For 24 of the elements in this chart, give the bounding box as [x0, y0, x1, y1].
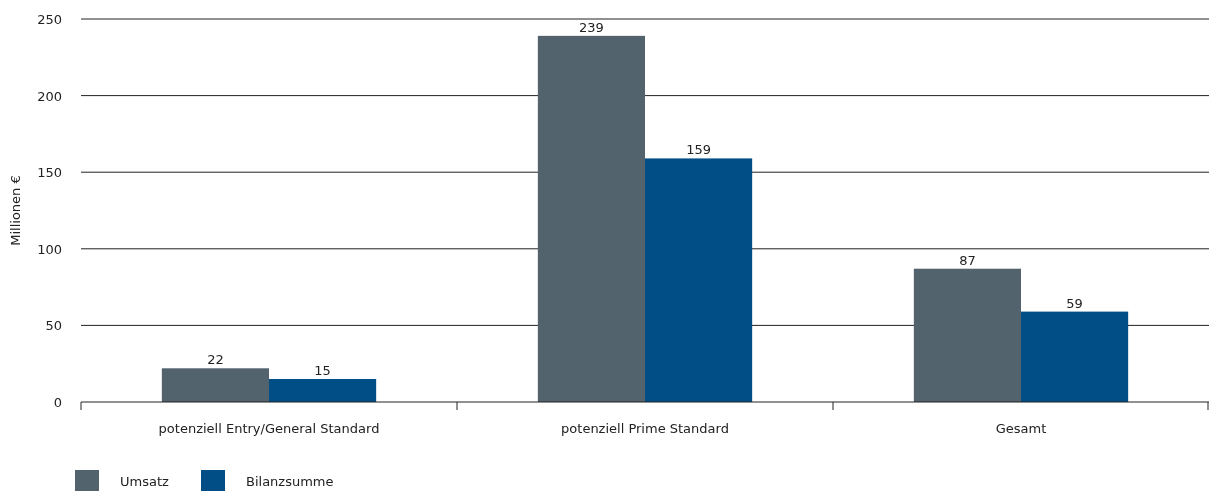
data-label: 159: [686, 142, 711, 158]
legend-label: Bilanzsumme: [246, 474, 334, 489]
bar: [161, 368, 269, 402]
x-tick-label: potenziell Entry/General Standard: [158, 421, 380, 436]
bar: [645, 158, 753, 402]
y-tick-label: 50: [45, 318, 62, 334]
x-tick-label: potenziell Prime Standard: [561, 421, 729, 436]
data-label: 239: [579, 19, 604, 35]
y-tick-label: 0: [53, 395, 62, 410]
bar: [1021, 311, 1129, 402]
bar: [269, 379, 377, 402]
y-tick-label: 200: [37, 88, 62, 104]
data-label: 59: [1066, 295, 1083, 311]
legend-label: Umsatz: [120, 474, 170, 489]
y-tick-label: 100: [37, 241, 62, 257]
bar: [913, 268, 1021, 402]
x-tick-label: Gesamt: [995, 421, 1047, 436]
y-tick-label: 250: [37, 12, 62, 27]
data-label: 87: [959, 252, 976, 268]
bar: [537, 35, 645, 402]
data-label: 15: [314, 363, 331, 379]
data-label: 22: [207, 352, 224, 368]
y-tick-label: 150: [37, 165, 62, 181]
y-axis-title: Millionen €: [8, 175, 23, 246]
